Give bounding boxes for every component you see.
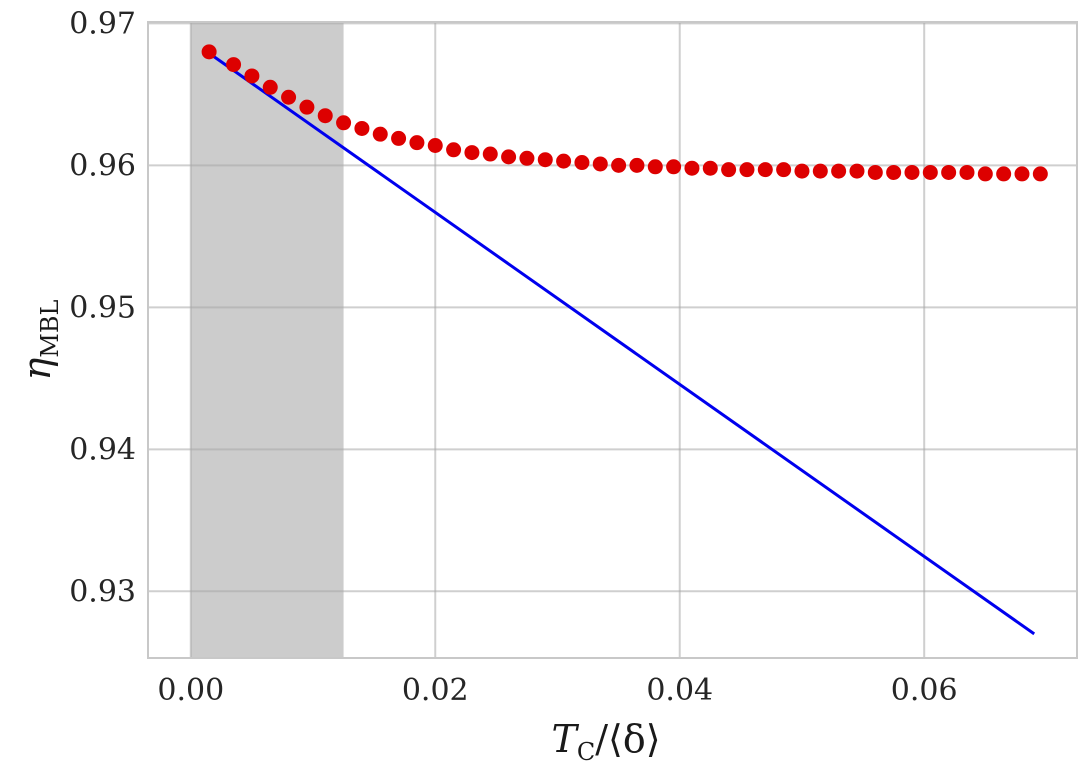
data-point	[849, 163, 865, 179]
data-point	[299, 99, 315, 115]
x-tick-label: 0.04	[646, 673, 713, 708]
data-point	[519, 150, 535, 166]
data-point	[336, 115, 352, 131]
data-point	[647, 159, 663, 175]
y-tick-label: 0.93	[69, 574, 136, 609]
data-point	[317, 108, 333, 124]
data-point	[464, 145, 480, 161]
data-point	[611, 157, 627, 173]
data-point	[201, 44, 217, 60]
y-tick-labels: 0.93 0.94 0.95 0.96 0.97	[69, 6, 136, 609]
data-point	[739, 162, 755, 178]
y-tick-label: 0.94	[69, 432, 136, 467]
x-tick-label: 0.00	[157, 673, 224, 708]
x-tick-labels: 0.00 0.02 0.04 0.06	[157, 673, 957, 708]
data-point	[391, 130, 407, 146]
data-point	[537, 152, 553, 168]
x-axis-label-main: T	[551, 717, 579, 761]
data-point	[812, 163, 828, 179]
x-axis-label-tail: /⟨δ⟩	[595, 717, 660, 761]
data-point	[959, 164, 975, 180]
data-point	[776, 162, 792, 178]
data-point	[941, 164, 957, 180]
data-point	[446, 142, 462, 158]
data-point	[427, 138, 443, 154]
data-point	[262, 79, 278, 95]
y-tick-label: 0.95	[69, 290, 136, 325]
series-line-group	[208, 52, 1036, 636]
data-point	[629, 157, 645, 173]
data-point	[904, 164, 920, 180]
shaded-region	[190, 22, 344, 658]
data-point	[684, 160, 700, 176]
x-axis-label: TC/⟨δ⟩	[551, 717, 660, 766]
y-tick-label: 0.96	[69, 148, 136, 183]
x-axis-label-sub: C	[577, 738, 595, 766]
data-point	[409, 135, 425, 151]
x-tick-label: 0.02	[402, 673, 469, 708]
data-point	[867, 164, 883, 180]
data-point	[757, 162, 773, 178]
data-point	[702, 160, 718, 176]
plot-frame	[147, 21, 1078, 659]
data-point	[592, 156, 608, 172]
data-point	[666, 159, 682, 175]
data-point	[996, 166, 1012, 182]
data-point	[1032, 166, 1048, 182]
data-point	[501, 149, 517, 165]
y-axis-label: ηMBL	[15, 299, 64, 380]
data-point	[977, 166, 993, 182]
y-axis-label-sub: MBL	[36, 299, 64, 357]
data-point	[922, 164, 938, 180]
data-point	[556, 153, 572, 169]
data-point	[1014, 166, 1030, 182]
plot-area	[147, 21, 1078, 659]
fit-line	[208, 52, 1036, 636]
data-point	[794, 163, 810, 179]
data-point	[354, 120, 370, 136]
series-points-group	[201, 44, 1048, 182]
data-point	[574, 155, 590, 171]
data-point	[721, 162, 737, 178]
data-point	[281, 89, 297, 105]
data-point	[831, 163, 847, 179]
x-tick-label: 0.06	[891, 673, 958, 708]
y-axis-label-main: η	[15, 357, 59, 380]
data-point	[886, 164, 902, 180]
data-point	[244, 68, 260, 84]
y-tick-label: 0.97	[69, 6, 136, 41]
data-point	[482, 146, 498, 162]
data-point	[372, 126, 388, 142]
data-point	[226, 57, 242, 73]
